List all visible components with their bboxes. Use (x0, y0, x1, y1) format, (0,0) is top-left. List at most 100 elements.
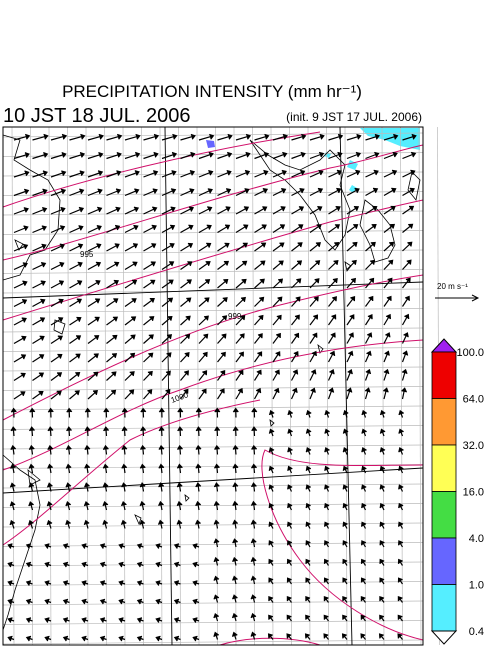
wind-vector (13, 207, 29, 215)
wind-vector (180, 388, 189, 400)
wind-vector (10, 444, 17, 455)
wind-vector (102, 444, 109, 455)
wind-vector (102, 463, 109, 474)
wind-vector (158, 426, 165, 437)
wind-vector (99, 617, 107, 623)
wind-vector (272, 314, 282, 326)
wind-vector (286, 614, 292, 622)
wind-vector (65, 519, 71, 529)
wind-vector (328, 206, 341, 215)
wind-vector (402, 223, 414, 233)
wind-vector (180, 242, 194, 252)
wind-vector (346, 295, 356, 307)
wind-vector (173, 543, 181, 549)
wind-vector (291, 151, 306, 160)
wind-vector (176, 500, 183, 511)
wind-vector (121, 444, 128, 455)
wind-vector (32, 262, 47, 271)
wind-vector (231, 612, 238, 622)
wind-vector (69, 280, 83, 289)
wind-vector (397, 558, 404, 566)
wind-vector (268, 447, 275, 455)
grid-line (2, 366, 424, 372)
wind-vector (13, 391, 26, 400)
wind-vector (286, 595, 292, 603)
wind-vector (287, 447, 293, 455)
wind-vector (235, 260, 248, 270)
wind-vector (198, 279, 211, 289)
wind-vector (50, 170, 67, 178)
wind-vector (217, 260, 230, 270)
wind-vector (397, 577, 403, 585)
wind-vector (328, 187, 342, 197)
wind-vector (305, 614, 311, 622)
wind-vector (32, 207, 48, 215)
grid-line (2, 483, 424, 489)
wind-vector (81, 543, 89, 549)
grid-line (11, 126, 15, 646)
wind-vector (267, 633, 274, 640)
wind-vector (69, 316, 82, 326)
wind-vector (173, 635, 181, 642)
wind-vector (361, 502, 367, 511)
wind-vector (69, 152, 86, 160)
wind-vector (124, 334, 136, 344)
wind-vector (81, 580, 89, 586)
wind-vector (272, 387, 280, 400)
grid-line (289, 126, 292, 646)
wind-vector (365, 133, 380, 141)
wind-vector (379, 409, 386, 418)
wind-vector (272, 278, 284, 289)
wind-vector (309, 169, 324, 178)
wind-vector (13, 299, 28, 308)
wind-vector (158, 500, 164, 511)
wind-vector (346, 259, 357, 270)
wind-vector (250, 500, 257, 511)
wind-vector (323, 577, 329, 585)
wind-vector (360, 595, 366, 603)
wind-vector (143, 334, 154, 344)
wind-vector (87, 316, 100, 326)
wind-vector (383, 205, 396, 215)
wind-vector (305, 502, 311, 511)
wind-vector (231, 631, 238, 640)
wind-vector (360, 633, 366, 640)
wind-vector (7, 580, 15, 586)
grid-line (141, 126, 144, 646)
wind-vector (254, 133, 270, 141)
wind-vector (50, 261, 65, 271)
wind-vector (327, 350, 336, 363)
wind-vector (398, 447, 404, 455)
grid-line (400, 126, 403, 646)
wind-vector (44, 543, 52, 549)
wind-vector (398, 521, 404, 529)
wind-vector (291, 224, 304, 233)
wind-vector (106, 243, 120, 252)
wind-vector (217, 369, 226, 381)
wind-vector (232, 444, 239, 455)
wind-vector (346, 350, 354, 363)
wind-vector (198, 297, 210, 307)
wind-vector (180, 261, 193, 270)
wind-vector (328, 242, 340, 252)
wind-vector (342, 577, 348, 585)
wind-vector (290, 351, 299, 363)
wind-vector (140, 426, 147, 437)
contour-label: 999 (228, 312, 242, 321)
wind-vector (47, 426, 54, 437)
wind-vector (87, 152, 104, 160)
grid-line (2, 386, 424, 391)
wind-vector (50, 317, 64, 326)
wind-vector (383, 387, 389, 400)
map-background (3, 127, 423, 645)
wind-vector (121, 426, 128, 437)
wind-vector (198, 370, 208, 381)
wind-vector (268, 595, 274, 603)
wind-vector (161, 352, 172, 363)
wind-vector (268, 540, 274, 548)
wind-vector (254, 351, 263, 363)
wind-vector (324, 521, 330, 529)
wind-vector (195, 519, 201, 529)
wind-vector (383, 259, 394, 270)
wind-vector (121, 407, 128, 418)
